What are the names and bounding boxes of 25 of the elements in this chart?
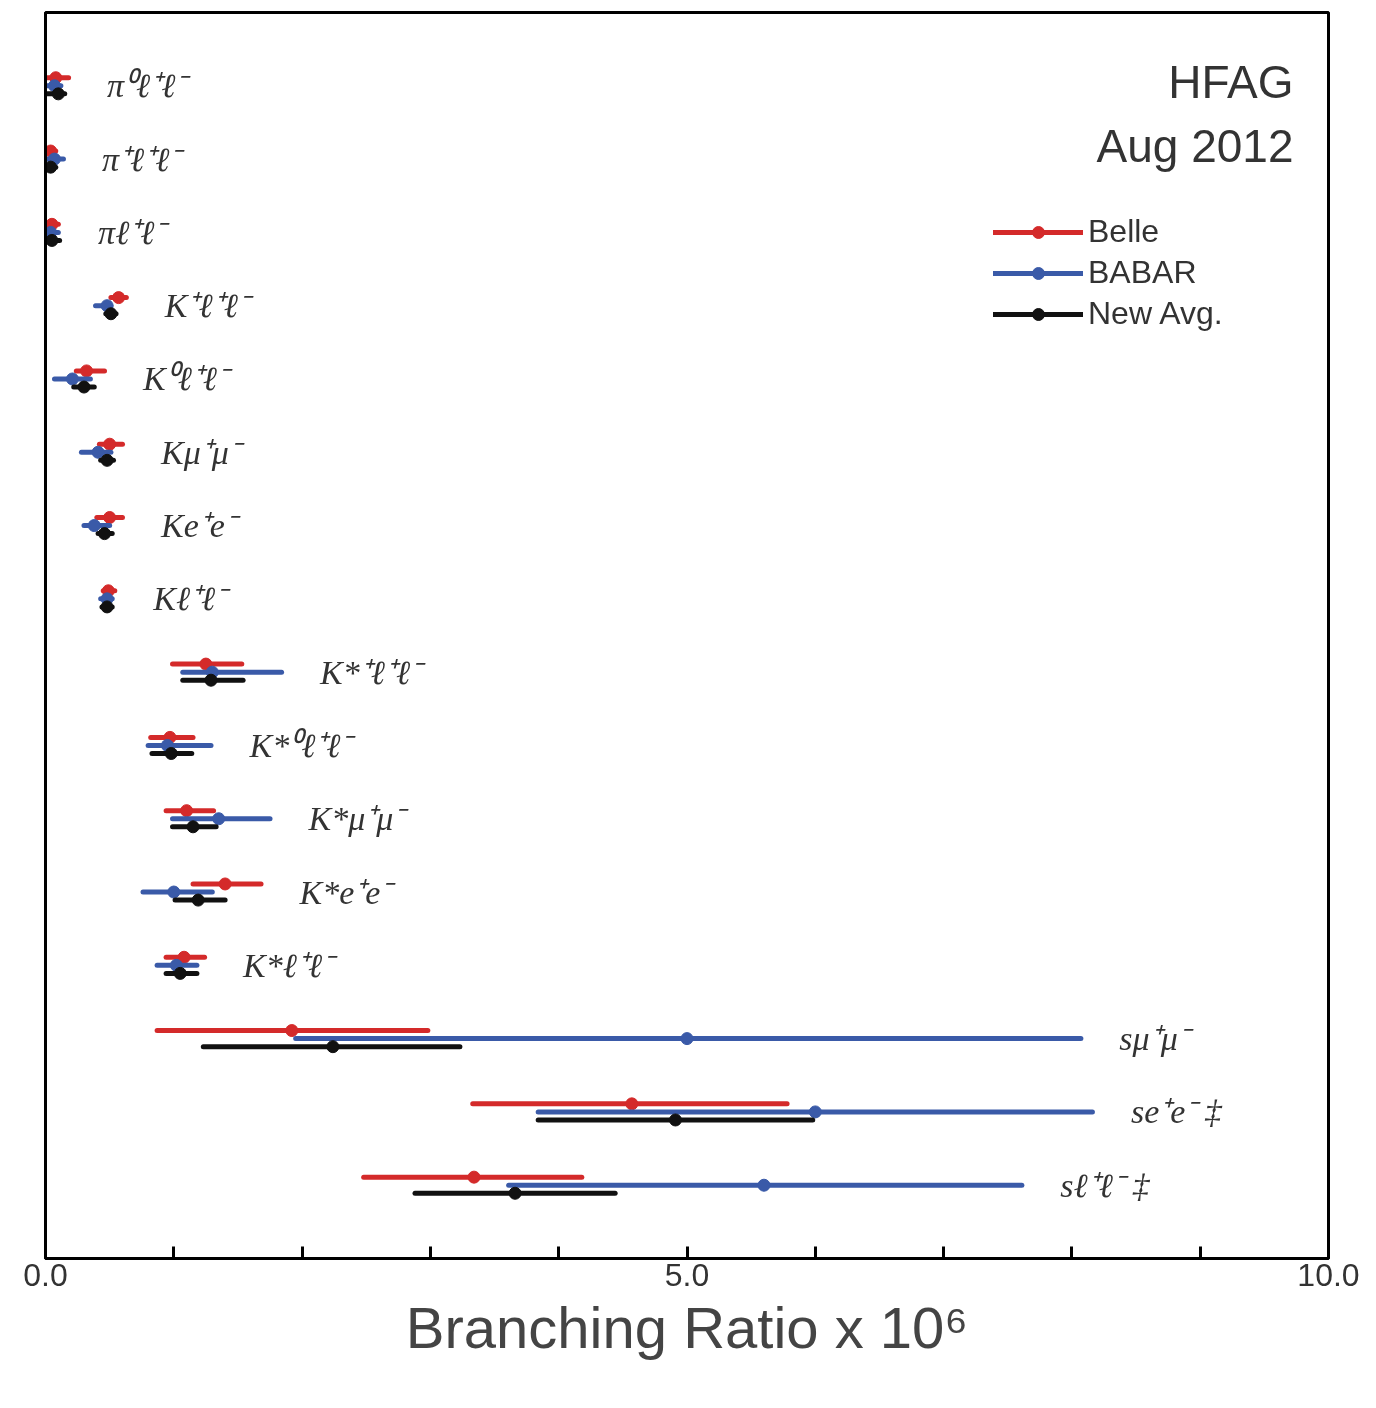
legend-label: New Avg. — [1088, 295, 1223, 332]
y-tick-label: K*ℓ⁺ℓ⁻ — [242, 946, 339, 984]
y-tick-label: Kμ⁺μ⁻ — [159, 433, 245, 471]
y-tick-label: π⁰ℓ⁺ℓ⁻ — [107, 67, 192, 105]
y-tick-label: K*⁰ℓ⁺ℓ⁻ — [248, 726, 357, 764]
y-tick-label: sℓ⁺ℓ⁻ ‡ — [1060, 1166, 1151, 1204]
annotation: Aug 2012 — [1096, 119, 1294, 172]
y-tick-label: π⁺ℓ⁺ℓ⁻ — [101, 140, 186, 178]
y-tick-label: K*μ⁺μ⁻ — [307, 800, 410, 838]
y-tick-label: K⁺ℓ⁺ℓ⁻ — [163, 287, 254, 325]
x-tick-label: 0.0 — [23, 1256, 68, 1293]
y-tick-label: K*e⁺e⁻ — [298, 873, 397, 911]
y-tick-label: sμ⁺μ⁻ — [1119, 1020, 1194, 1058]
x-tick-label: 10.0 — [1297, 1256, 1360, 1293]
y-tick-label: πℓ⁺ℓ⁻ — [98, 213, 171, 251]
y-tick-label: se⁺e⁻ ‡ — [1130, 1093, 1223, 1131]
y-tick-label: K*⁺ℓ⁺ℓ⁻ — [319, 653, 427, 691]
legend-label: Belle — [1088, 213, 1160, 250]
x-axis-title: Branching Ratio x 10⁶ — [405, 1294, 969, 1360]
y-tick-label: Ke⁺e⁻ — [159, 507, 241, 545]
y-tick-label: Kℓ⁺ℓ⁻ — [152, 580, 232, 618]
legend-label: BABAR — [1088, 254, 1197, 291]
x-tick-label: 5.0 — [664, 1256, 710, 1293]
annotation: HFAG — [1168, 55, 1294, 108]
y-tick-label: K⁰ℓ⁺ℓ⁻ — [142, 360, 234, 398]
